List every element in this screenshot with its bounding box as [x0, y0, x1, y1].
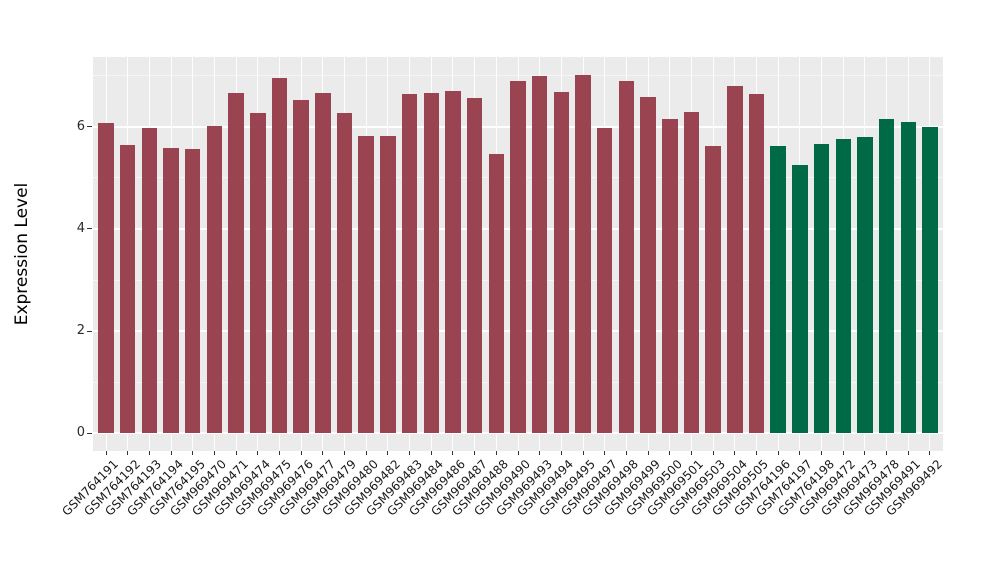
y-axis-tick-label: 4: [76, 220, 85, 236]
bar: [163, 148, 179, 434]
x-axis-tick: [452, 451, 454, 455]
y-axis-tick-label: 0: [76, 425, 85, 441]
x-axis-tick: [690, 451, 692, 455]
bar: [770, 146, 786, 434]
x-axis-tick: [604, 451, 606, 455]
bar: [748, 93, 765, 434]
y-axis-tick: [87, 228, 92, 230]
bar: [315, 93, 331, 434]
y-axis-tick-label: 6: [76, 118, 85, 134]
x-axis-tick: [756, 451, 758, 455]
x-axis-tick: [907, 451, 909, 455]
x-axis-tick: [278, 451, 280, 455]
x-axis-tick: [539, 451, 541, 455]
bar: [618, 81, 635, 434]
bar: [857, 137, 873, 434]
x-axis-tick: [127, 451, 129, 455]
y-axis-tick-label: 2: [76, 323, 85, 339]
bar: [206, 126, 223, 434]
x-axis-tick: [192, 451, 194, 455]
bar: [380, 136, 396, 434]
x-axis-tick: [322, 451, 324, 455]
bar: [575, 74, 591, 434]
x-axis-tick: [300, 451, 302, 455]
bar: [358, 136, 374, 434]
y-axis-tick: [87, 330, 92, 332]
bar: [336, 113, 353, 434]
x-axis-tick: [864, 451, 866, 455]
bar: [596, 128, 613, 434]
bar: [228, 93, 244, 434]
bar: [445, 91, 461, 434]
bar: [250, 113, 266, 434]
bar: [813, 144, 830, 434]
bar: [184, 148, 201, 434]
bar: [792, 164, 808, 434]
bar: [662, 118, 678, 434]
x-axis-tick: [734, 451, 736, 455]
bar: [423, 92, 439, 434]
x-axis-tick: [495, 451, 497, 455]
bar: [727, 85, 743, 434]
x-axis-tick: [799, 451, 801, 455]
bar: [466, 98, 483, 434]
x-axis-tick: [669, 451, 671, 455]
bar: [98, 122, 114, 434]
x-axis-tick: [344, 451, 346, 455]
x-axis-tick: [257, 451, 259, 455]
bar: [922, 127, 938, 434]
x-axis-tick: [105, 451, 107, 455]
bar: [401, 93, 418, 434]
x-axis-tick: [365, 451, 367, 455]
x-axis-tick: [517, 451, 519, 455]
x-axis-tick: [582, 451, 584, 455]
bar: [900, 121, 917, 434]
bar: [271, 78, 288, 434]
x-axis-tick: [474, 451, 476, 455]
x-axis-tick: [842, 451, 844, 455]
x-axis-tick: [409, 451, 411, 455]
x-axis-tick: [387, 451, 389, 455]
x-axis-tick: [430, 451, 432, 455]
x-axis-tick: [821, 451, 823, 455]
x-axis-tick: [213, 451, 215, 455]
x-axis-tick: [148, 451, 150, 455]
bar: [293, 100, 309, 434]
bar: [640, 97, 656, 434]
bar: [510, 80, 526, 434]
bar: [683, 112, 700, 434]
x-axis-tick: [777, 451, 779, 455]
x-axis-tick: [170, 451, 172, 455]
bar: [705, 146, 721, 434]
x-axis-tick: [712, 451, 714, 455]
y-axis-title: Expression Level: [12, 182, 32, 326]
x-axis-tick: [886, 451, 888, 455]
bar: [488, 154, 505, 434]
x-axis-tick: [625, 451, 627, 455]
x-axis-tick: [647, 451, 649, 455]
x-axis-tick: [560, 451, 562, 455]
y-axis-tick: [87, 432, 92, 434]
bar: [553, 92, 570, 434]
bar: [119, 145, 136, 434]
plot-panel: [93, 57, 943, 451]
x-axis-tick: [929, 451, 931, 455]
bar: [141, 127, 158, 434]
y-axis-tick: [87, 126, 92, 128]
bar: [531, 75, 548, 434]
x-axis-tick: [235, 451, 237, 455]
bar: [835, 139, 851, 434]
bar: [878, 118, 895, 434]
